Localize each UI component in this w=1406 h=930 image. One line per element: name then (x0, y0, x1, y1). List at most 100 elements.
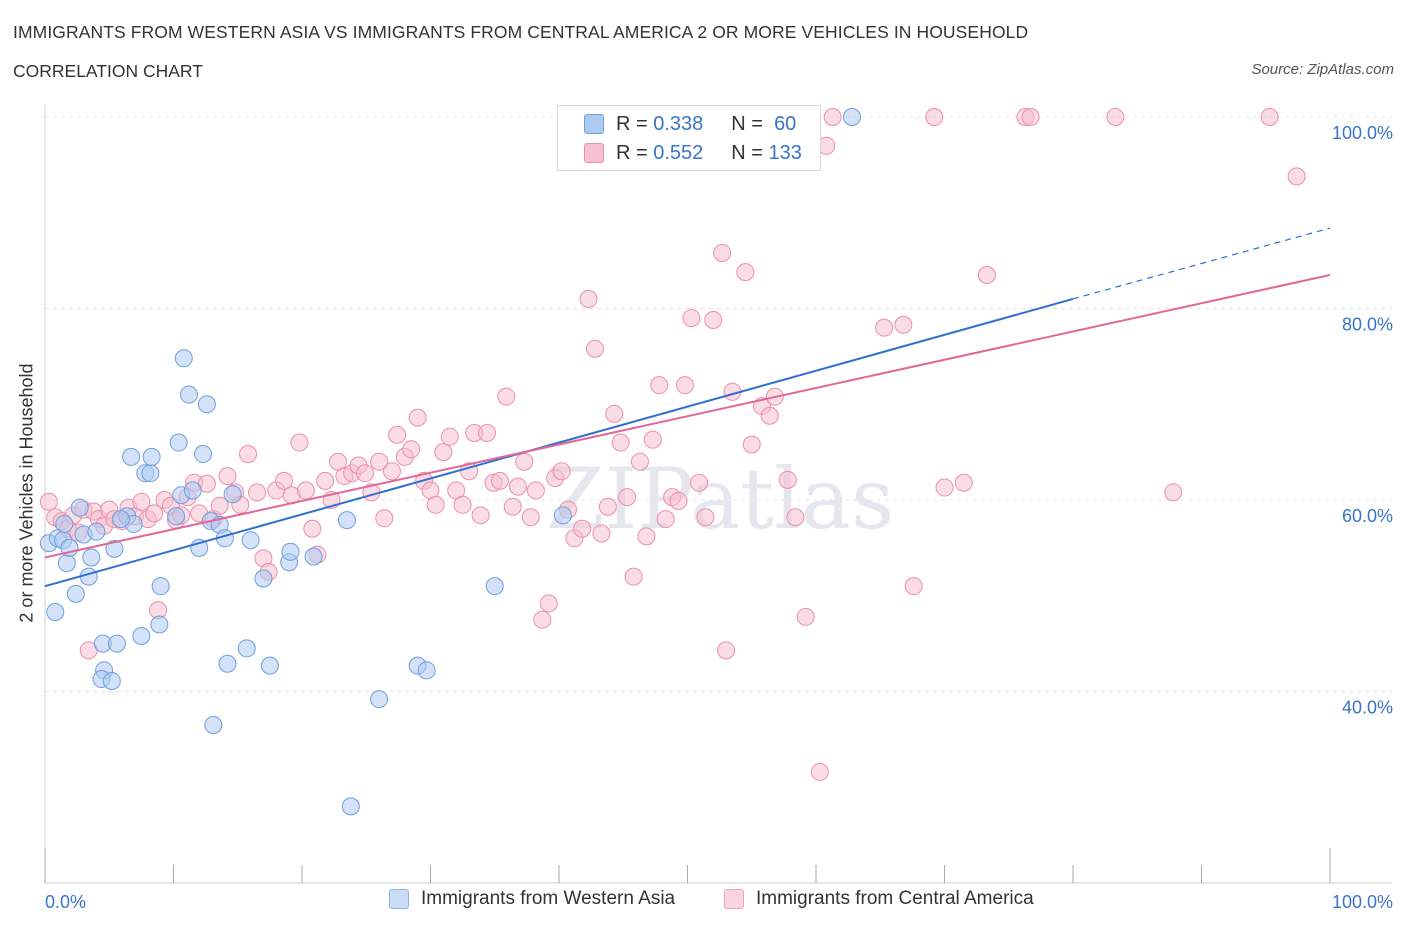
central-america-point (210, 496, 229, 515)
bottom-legend-central-america: Immigrants from Central America (724, 888, 1034, 910)
central-america-point (275, 471, 294, 490)
western-asia-point (57, 554, 76, 573)
central-america-point (1260, 108, 1279, 126)
central-america-point (375, 509, 394, 528)
central-america-point (539, 594, 558, 613)
central-america-point (611, 433, 630, 452)
central-america-point (717, 641, 736, 660)
central-america-point (669, 491, 688, 510)
central-america-point (526, 481, 545, 500)
central-america-point (630, 452, 649, 471)
x-tick-label-min: 0.0% (45, 892, 86, 912)
central-america-point (145, 504, 164, 523)
central-america-point (954, 473, 973, 492)
western-asia-point (111, 510, 130, 529)
stats-legend: R = 0.338 N = 60 R = 0.552 N = 133 (557, 105, 821, 171)
central-america-point (935, 478, 954, 497)
western-asia-point (183, 481, 202, 500)
central-america-point (382, 462, 401, 481)
central-america-point (1287, 167, 1306, 186)
y-tick-label: 40.0% (1342, 698, 1393, 718)
legend-r-value: 0.338 (653, 112, 704, 135)
western-asia-point (179, 385, 198, 404)
central-america-point (643, 430, 662, 449)
western-asia-point (218, 654, 237, 673)
central-america-point (875, 318, 894, 337)
western-asia-point (197, 395, 216, 414)
central-america-point (675, 376, 694, 395)
western-asia-point (169, 433, 188, 452)
x-tick-label-max: 100.0% (1332, 892, 1393, 912)
legend-r-label: R = (616, 112, 648, 135)
central-america-point (1106, 108, 1125, 126)
legend-row-central-america: R = 0.552 N = 133 (558, 138, 802, 168)
central-america-point (598, 497, 617, 516)
legend-row-western-asia: R = 0.338 N = 60 (558, 109, 796, 139)
central-america-point (39, 492, 58, 511)
western-asia-point (842, 108, 861, 126)
central-america-point (704, 310, 723, 329)
western-asia-point (142, 447, 161, 466)
western-asia-point (150, 615, 169, 634)
y-tick-label: 100.0% (1332, 123, 1393, 143)
western-asia-point (46, 603, 65, 622)
central-america-point (585, 339, 604, 358)
y-axis-label: 2 or more Vehicles in Household (16, 363, 37, 623)
central-america-point (132, 492, 151, 511)
central-america-point (490, 471, 509, 490)
legend-swatch-blue (389, 889, 409, 909)
central-america-point (977, 265, 996, 284)
chart-subtitle: CORRELATION CHART (13, 61, 203, 81)
central-america-point (290, 433, 309, 452)
central-america-point (497, 387, 516, 406)
western-asia-point (417, 661, 436, 680)
western-asia-point (237, 639, 256, 658)
chart-title: IMMIGRANTS FROM WESTERN ASIA VS IMMIGRAN… (13, 22, 1029, 42)
central-america-point (521, 508, 540, 527)
legend-n-value: 133 (768, 141, 802, 164)
western-asia-point (82, 548, 101, 567)
central-america-point (515, 452, 534, 471)
western-asia-point (107, 634, 126, 653)
central-america-point (388, 425, 407, 444)
western-asia-point (55, 514, 74, 533)
legend-r-value: 0.552 (653, 141, 704, 164)
western-asia-point (105, 539, 124, 558)
western-asia-point (132, 626, 151, 645)
western-asia-point (223, 485, 242, 504)
bottom-legend-label: Immigrants from Central America (756, 888, 1034, 909)
western-asia-point (553, 506, 572, 525)
central-america-point (508, 477, 527, 496)
central-america-point (503, 497, 522, 516)
central-america-point (1021, 108, 1040, 126)
western-asia-point (102, 671, 121, 690)
central-america-point (786, 508, 805, 527)
trend-lines (44, 227, 1331, 588)
central-america-point (713, 243, 732, 262)
central-america-point (682, 309, 701, 328)
central-america-point (239, 445, 258, 464)
central-america-point (690, 473, 709, 492)
western-asia-point (304, 547, 323, 566)
western-asia-point (337, 511, 356, 530)
legend-n-value: 60 (774, 112, 797, 135)
western-asia-point (260, 656, 279, 675)
legend-n-label: N = (731, 141, 763, 164)
central-america-point (592, 524, 611, 543)
western-asia-point (151, 577, 170, 596)
central-america-point (303, 519, 322, 538)
central-america-point (579, 289, 598, 308)
western-asia-point (122, 447, 141, 466)
central-america-point (618, 488, 637, 507)
central-america-point (471, 506, 490, 525)
central-america-point (370, 452, 389, 471)
western-asia-point (167, 507, 186, 526)
legend-r-label: R = (616, 141, 648, 164)
central-america-point (453, 495, 472, 514)
legend-swatch-pink (724, 889, 744, 909)
central-america-point (248, 483, 267, 502)
central-america-point (810, 762, 829, 781)
legend-swatch-blue (584, 114, 604, 134)
central-america-point (316, 471, 335, 490)
